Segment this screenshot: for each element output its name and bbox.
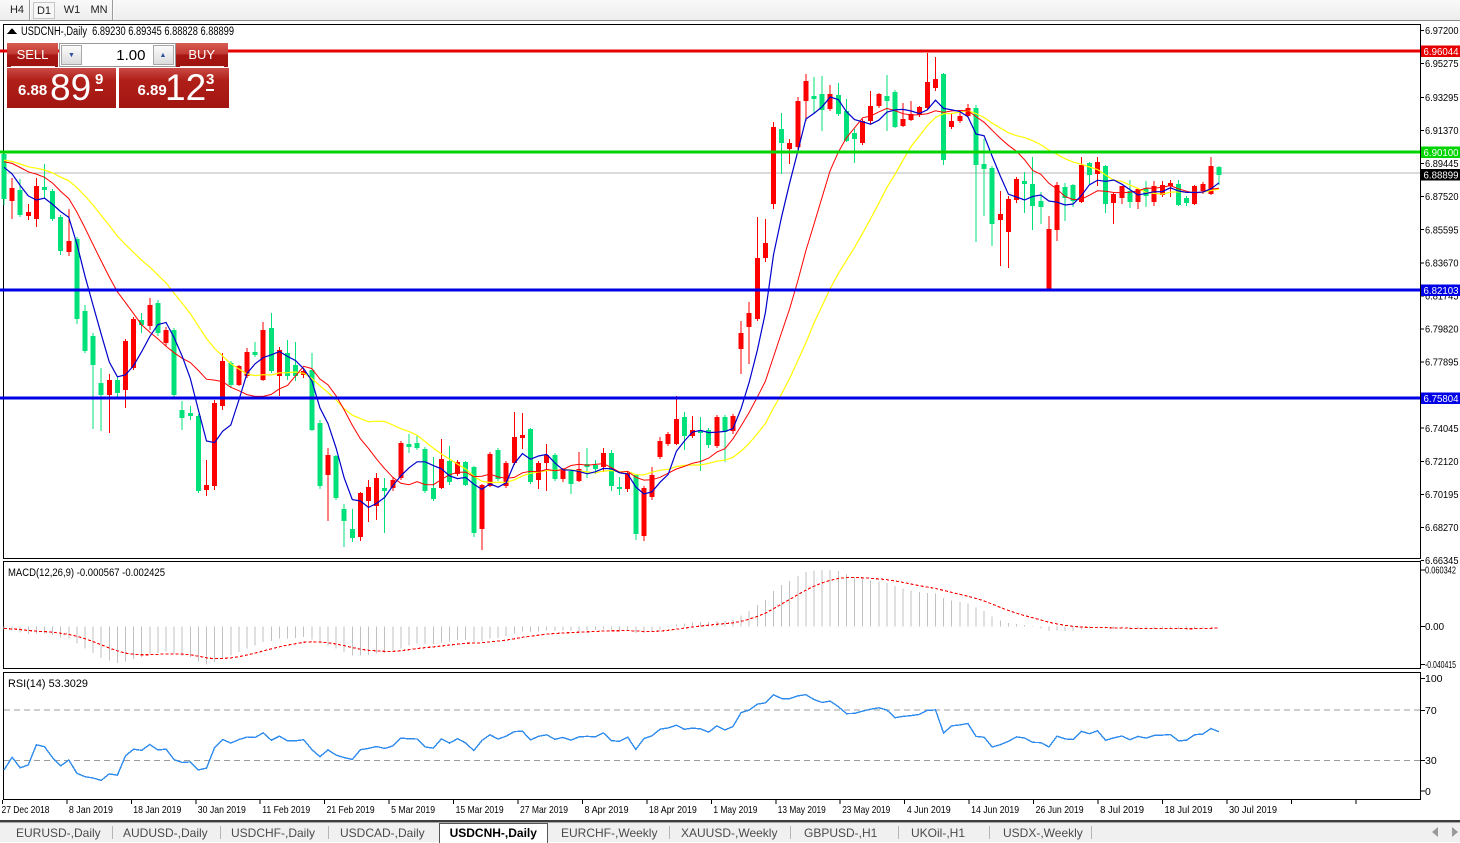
svg-text:26 Jun 2019: 26 Jun 2019 [1036,805,1084,816]
svg-text:8 Jul 2019: 8 Jul 2019 [1100,805,1144,816]
svg-text:13 May 2019: 13 May 2019 [778,805,826,816]
svg-text:6.95275: 6.95275 [1425,58,1459,70]
svg-text:100: 100 [1425,673,1443,685]
svg-text:8 Apr 2019: 8 Apr 2019 [585,805,629,816]
svg-text:6.93295: 6.93295 [1425,92,1459,104]
svg-text:6.74045: 6.74045 [1425,423,1459,435]
svg-text:6.88899: 6.88899 [1424,169,1459,181]
svg-text:5 Mar 2019: 5 Mar 2019 [391,805,435,816]
svg-text:14 Jun 2019: 14 Jun 2019 [971,805,1019,816]
svg-text:70: 70 [1425,705,1437,717]
svg-text:6.75804: 6.75804 [1424,393,1459,405]
svg-text:11 Feb 2019: 11 Feb 2019 [262,805,310,816]
svg-text:6.89445: 6.89445 [1425,158,1459,170]
svg-text:4 Jun 2019: 4 Jun 2019 [907,805,951,816]
svg-text:0.00: 0.00 [1425,621,1444,633]
svg-text:6.83670: 6.83670 [1425,257,1459,269]
svg-text:18 Apr 2019: 18 Apr 2019 [649,805,697,816]
svg-text:6.97200: 6.97200 [1425,25,1459,37]
svg-text:27 Dec 2018: 27 Dec 2018 [2,805,50,816]
svg-text:1 May 2019: 1 May 2019 [713,805,757,816]
svg-text:6.68270: 6.68270 [1425,522,1459,534]
svg-text:23 May 2019: 23 May 2019 [842,805,890,816]
svg-text:0: 0 [1425,786,1431,798]
svg-text:30: 30 [1425,755,1437,767]
svg-text:30 Jul 2019: 30 Jul 2019 [1229,805,1277,816]
svg-text:30 Jan 2019: 30 Jan 2019 [198,805,246,816]
svg-text:6.70195: 6.70195 [1425,489,1459,501]
svg-text:18 Jul 2019: 18 Jul 2019 [1165,805,1213,816]
svg-text:RSI(14) 53.3029: RSI(14) 53.3029 [8,678,88,690]
svg-text:6.90100: 6.90100 [1424,147,1459,159]
svg-text:27 Mar 2019: 27 Mar 2019 [520,805,568,816]
svg-text:6.77895: 6.77895 [1425,357,1459,369]
svg-text:0.060342: 0.060342 [1425,564,1456,576]
svg-text:USDCNH-,Daily 6.89230 6.89345: USDCNH-,Daily 6.89230 6.89345 6.88828 6.… [21,26,234,38]
svg-text:6.82103: 6.82103 [1424,285,1459,297]
svg-text:6.85595: 6.85595 [1425,224,1459,236]
svg-text:6.66345: 6.66345 [1425,555,1459,567]
svg-text:15 Mar 2019: 15 Mar 2019 [456,805,504,816]
svg-text:8 Jan 2019: 8 Jan 2019 [69,805,113,816]
svg-text:-0.040415: -0.040415 [1425,659,1456,671]
svg-text:6.79820: 6.79820 [1425,324,1459,336]
svg-text:6.91370: 6.91370 [1425,125,1459,137]
svg-text:21 Feb 2019: 21 Feb 2019 [327,805,375,816]
svg-text:MACD(12,26,9) -0.000567 -0.002: MACD(12,26,9) -0.000567 -0.002425 [8,567,165,579]
svg-text:6.72120: 6.72120 [1425,456,1459,468]
svg-text:6.87520: 6.87520 [1425,191,1459,203]
svg-text:6.96044: 6.96044 [1424,46,1459,58]
svg-text:18 Jan 2019: 18 Jan 2019 [133,805,181,816]
